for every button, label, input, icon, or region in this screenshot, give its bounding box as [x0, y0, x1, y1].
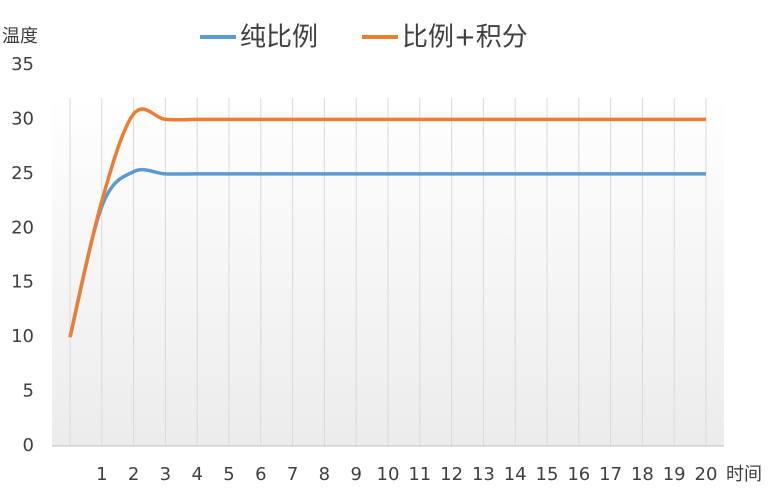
y-axis-label: 温度 [2, 26, 38, 47]
x-tick-label: 6 [255, 464, 266, 485]
x-tick-label: 11 [408, 464, 431, 485]
line-series [68, 107, 706, 338]
x-tick-label: 17 [599, 464, 622, 485]
x-tick-label: 10 [377, 464, 400, 485]
x-tick-label: 9 [350, 464, 361, 485]
x-tick-label: 1 [96, 464, 107, 485]
y-tick-label: 30 [11, 108, 34, 129]
x-tick-label: 2 [128, 464, 139, 485]
y-tick-label: 25 [11, 163, 34, 184]
x-tick-label: 14 [504, 464, 527, 485]
x-tick-label: 8 [319, 464, 330, 485]
y-tick-label: 10 [11, 326, 34, 347]
legend-label: 纯比例 [240, 23, 318, 53]
line-series [68, 167, 706, 338]
y-tick-label: 15 [11, 272, 34, 293]
x-tick-label: 5 [223, 464, 234, 485]
legend-label: 比例+积分 [402, 23, 528, 53]
y-tick-label: 20 [11, 217, 34, 238]
x-tick-label: 18 [631, 464, 654, 485]
y-tick-label: 0 [23, 435, 34, 456]
y-tick-label: 35 [11, 54, 34, 75]
x-tick-label: 13 [472, 464, 495, 485]
x-tick-label: 3 [160, 464, 171, 485]
x-tick-label: 12 [440, 464, 463, 485]
x-tick-label: 16 [567, 464, 590, 485]
x-axis-label: 时间 [726, 464, 762, 485]
x-tick-label: 20 [695, 464, 718, 485]
x-tick-label: 19 [663, 464, 686, 485]
x-tick-label: 4 [191, 464, 202, 485]
y-tick-label: 5 [23, 381, 34, 402]
x-tick-label: 15 [536, 464, 559, 485]
x-tick-label: 7 [287, 464, 298, 485]
